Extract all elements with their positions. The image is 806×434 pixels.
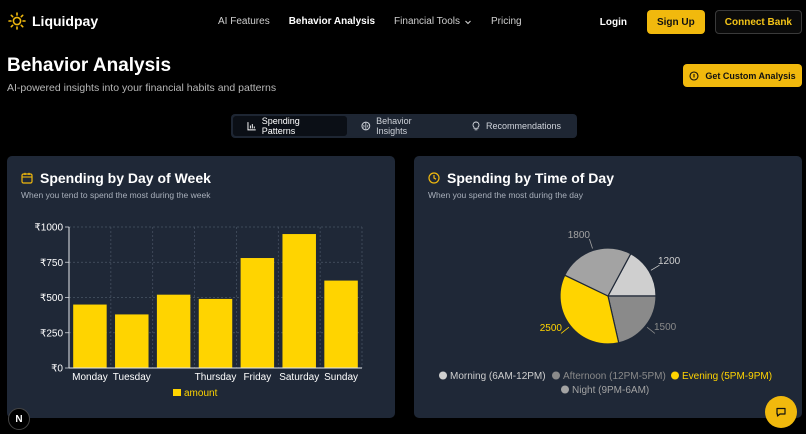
bar-chart-icon <box>247 122 256 131</box>
next-badge-button[interactable]: N <box>8 408 30 430</box>
tab-spending-patterns-label: Spending Patterns <box>261 116 300 136</box>
y-tick-label: ₹1000 <box>34 223 63 234</box>
nav-pricing[interactable]: Pricing <box>491 16 522 27</box>
tab-recommendations[interactable]: Recommendations <box>457 116 575 136</box>
clock-icon <box>428 172 440 184</box>
spending-by-time-subtitle: When you spend the most during the day <box>428 190 583 200</box>
brand-logo[interactable]: Liquidpay <box>8 12 98 30</box>
main-nav: AI Features Behavior Analysis Financial … <box>218 16 522 27</box>
spending-by-day-title: Spending by Day of Week <box>21 170 211 186</box>
bar-friday <box>240 258 275 368</box>
signup-button[interactable]: Sign Up <box>646 10 705 34</box>
page-title: Behavior Analysis <box>7 55 172 76</box>
legend-label: Evening (5PM-9PM) <box>682 371 772 382</box>
bar-monday <box>73 304 107 368</box>
chevron-down-icon <box>465 20 471 24</box>
nav-financial-tools-label: Financial Tools <box>394 16 461 27</box>
x-tick-label: Thursday <box>195 372 237 383</box>
spending-by-time-card: Spending by Time of Day When you spend t… <box>414 156 802 418</box>
pie-slice-morning <box>606 252 657 297</box>
x-tick-label: Saturday <box>279 372 319 383</box>
pie-value-label: 2500 <box>540 323 563 334</box>
bar-wednesday <box>156 294 191 368</box>
spending-by-time-pie-chart: 1200 1500 2500 1800 Morning (6AM-12PM) Aftern… <box>439 230 772 396</box>
brain-icon <box>361 121 371 131</box>
page-subtitle: AI-powered insights into your financial … <box>7 82 277 94</box>
pie-leader-line <box>646 326 656 334</box>
pie-leader-line <box>650 264 660 271</box>
spending-by-day-title-text: Spending by Day of Week <box>40 170 211 186</box>
spending-by-time-title: Spending by Time of Day <box>428 170 614 186</box>
x-tick-label: Monday <box>72 372 108 383</box>
brand-name: Liquidpay <box>32 13 99 29</box>
bar-thursday <box>198 298 233 368</box>
login-button[interactable]: Login <box>599 16 627 28</box>
pie-leader-line <box>560 326 570 334</box>
bar-saturday <box>282 234 316 368</box>
nav-actions: Login Sign Up Connect Bank <box>600 10 802 34</box>
pie-slice-evening <box>559 274 620 345</box>
tab-recommendations-label: Recommendations <box>485 121 561 131</box>
spending-by-day-subtitle: When you tend to spend the most during t… <box>21 190 211 200</box>
y-tick-label: ₹500 <box>40 293 63 304</box>
top-navbar: Liquidpay AI Features Behavior Analysis … <box>0 0 806 44</box>
get-custom-analysis-label: Get Custom Analysis <box>705 70 796 81</box>
pie-leader-line <box>589 238 593 249</box>
y-tick-label: ₹0 <box>51 364 63 375</box>
legend-label-amount: amount <box>184 388 218 399</box>
x-tick-label: Tuesday <box>113 372 151 383</box>
nav-ai-features[interactable]: AI Features <box>218 16 270 27</box>
legend-label: Morning (6AM-12PM) <box>450 371 546 382</box>
spending-by-day-bar-chart: ₹0 ₹250 ₹500 ₹750 ₹1000 Monday Tuesday Thursday… <box>34 223 363 399</box>
get-custom-analysis-button[interactable]: Get Custom Analysis <box>683 64 802 87</box>
legend-label: Night (9PM-6AM) <box>572 385 649 396</box>
x-tick-label: Friday <box>243 372 271 383</box>
legend-dot <box>552 371 560 380</box>
bar-sunday <box>324 280 358 368</box>
connect-bank-button[interactable]: Connect Bank <box>714 10 802 34</box>
spending-by-day-card: Spending by Day of Week When you tend to… <box>7 156 395 418</box>
chat-button[interactable] <box>765 396 797 428</box>
legend-dot <box>439 371 447 380</box>
y-tick-label: ₹250 <box>40 328 63 339</box>
nav-behavior-analysis[interactable]: Behavior Analysis <box>288 16 376 27</box>
tab-behavior-insights-label: Behavior Insights <box>376 116 412 136</box>
legend-dot <box>671 371 679 380</box>
calendar-icon <box>21 172 33 184</box>
legend-swatch-amount <box>173 389 181 396</box>
bar-tuesday <box>115 314 149 368</box>
info-circle-icon <box>689 70 699 81</box>
legend-label: Afternoon (12PM-5PM) <box>563 371 666 382</box>
analysis-tabs: Spending Patterns Behavior Insights Reco… <box>231 114 577 138</box>
pie-value-label: 1200 <box>658 256 681 267</box>
nav-financial-tools[interactable]: Financial Tools <box>394 16 472 27</box>
pie-value-label: 1800 <box>568 230 591 241</box>
x-tick-label: Sunday <box>324 372 358 383</box>
y-tick-label: ₹750 <box>40 258 63 269</box>
chat-bubble-icon <box>776 407 786 417</box>
pie-slice-afternoon <box>607 295 657 344</box>
spending-by-time-title-text: Spending by Time of Day <box>447 170 614 186</box>
legend-dot <box>561 385 569 394</box>
sun-icon <box>8 12 26 30</box>
pie-value-label: 1500 <box>654 322 677 333</box>
pie-slice-night <box>563 247 632 297</box>
tab-behavior-insights[interactable]: Behavior Insights <box>347 116 457 136</box>
lightbulb-icon <box>472 121 480 131</box>
tab-spending-patterns[interactable]: Spending Patterns <box>233 116 348 136</box>
